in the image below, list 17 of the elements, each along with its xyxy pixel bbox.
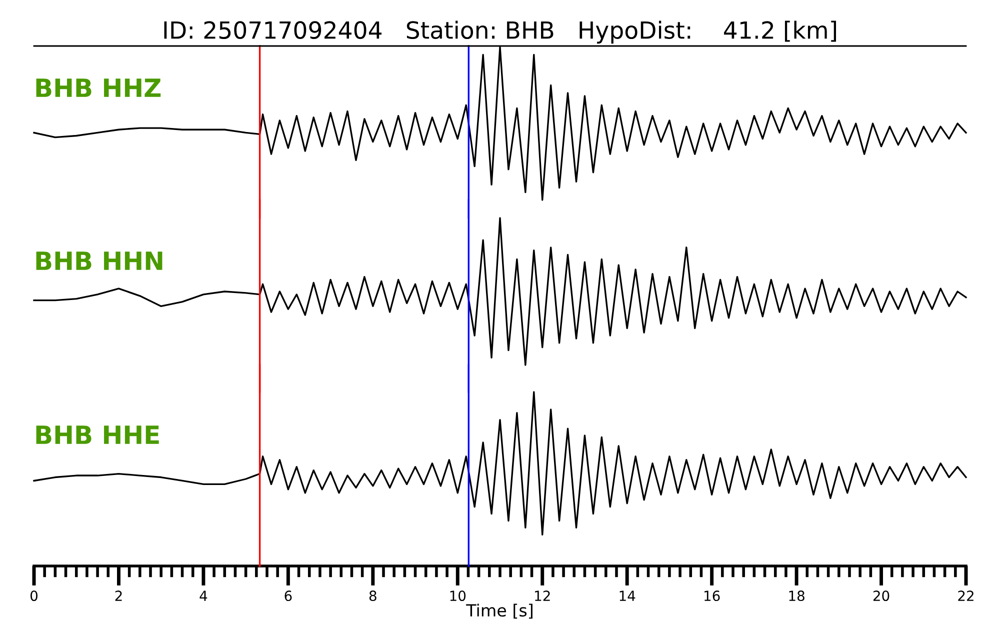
x-axis-title: Time [s] [466,604,532,619]
x-tick-label: 2 [115,590,122,601]
x-tick-label: 14 [620,590,636,601]
x-tick-label: 8 [369,590,376,602]
annotation: BHB HHN [36,252,162,270]
chart-title: ID: 250717092404 Station: BHB HypoDist: 41.2 [km] [164,20,836,44]
x-tick-label: 20 [873,590,890,602]
x-tick-label: 6 [284,590,292,602]
x-tick-label: 4 [200,590,208,601]
x-tick-label: 12 [535,590,550,601]
annotation: BHB HHZ [36,78,161,97]
x-tick-label: 18 [789,590,804,602]
annotation: BHB HHE [36,426,159,444]
x-tick-label: 22 [958,590,974,601]
x-tick-label: 0 [30,590,38,602]
x-tick-label: 10 [450,590,466,602]
x-tick-label: 16 [704,590,720,602]
